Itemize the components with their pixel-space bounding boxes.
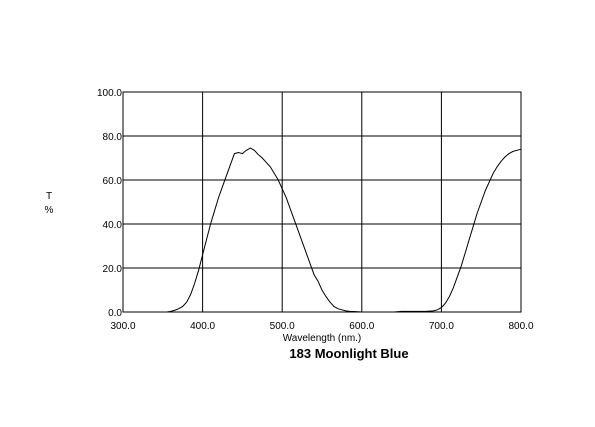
y-tick-label: 20.0: [103, 264, 123, 275]
x-tick-label: 300.0: [110, 321, 135, 332]
y-axis-label-unit: %: [45, 205, 54, 216]
chart-title: 183 Moonlight Blue: [289, 346, 408, 361]
y-tick-label: 0.0: [108, 308, 122, 319]
plot-frame: [122, 91, 522, 313]
transmission-curve: [123, 147, 522, 313]
x-tick-label: 700.0: [429, 321, 454, 332]
x-tick-label: 500.0: [270, 321, 295, 332]
grid-layer: [123, 92, 521, 312]
y-tick-label: 60.0: [103, 176, 123, 187]
x-axis-label: Wavelength (nm.): [283, 333, 362, 344]
y-tick-label: 40.0: [103, 220, 123, 231]
x-tick-label: 600.0: [349, 321, 374, 332]
tick-layer: 300.0 400.0 500.0 600.0 700.0 800.0 0.0 20.0 40.…: [97, 88, 534, 332]
y-axis-label-letter: T: [46, 191, 52, 202]
y-tick-label: 100.0: [97, 88, 122, 99]
x-tick-label: 400.0: [190, 321, 215, 332]
y-tick-label: 80.0: [103, 132, 123, 143]
x-tick-label: 800.0: [508, 321, 533, 332]
